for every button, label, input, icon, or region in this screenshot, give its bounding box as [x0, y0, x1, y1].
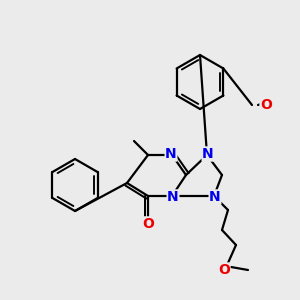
Text: O: O	[142, 217, 154, 231]
Text: N: N	[165, 147, 177, 161]
Text: O: O	[218, 263, 230, 277]
Text: O: O	[260, 98, 272, 112]
Text: N: N	[167, 190, 179, 204]
Text: N: N	[209, 190, 221, 204]
Text: N: N	[202, 147, 214, 161]
